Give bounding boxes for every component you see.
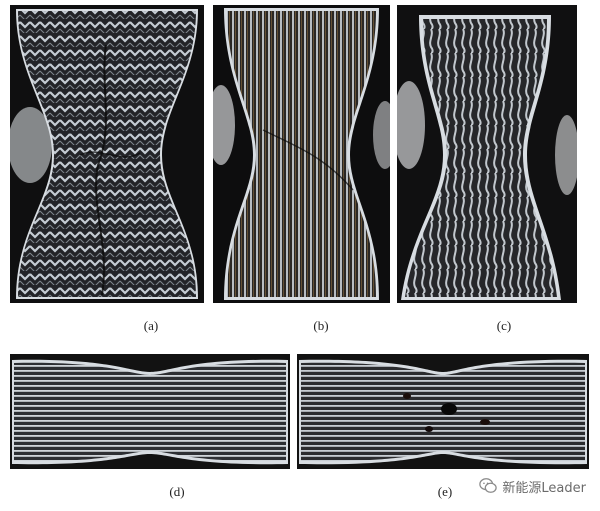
panel-d-photo: [10, 354, 290, 469]
panel-b-photo: [213, 5, 390, 303]
caption-e: (e): [437, 484, 453, 499]
caption-d: (d): [169, 484, 185, 499]
caption-b: (b): [313, 318, 329, 333]
watermark-text: 新能源Leader: [502, 480, 586, 496]
caption-a: (a): [143, 318, 159, 333]
caption-c: (c): [496, 318, 512, 333]
panel-a-photo: [10, 5, 204, 303]
chat-bubble-icon: [479, 478, 498, 493]
panel-e-photo: [297, 354, 589, 469]
watermark: 新能源Leader: [479, 474, 586, 498]
panel-c-photo: [397, 5, 577, 303]
